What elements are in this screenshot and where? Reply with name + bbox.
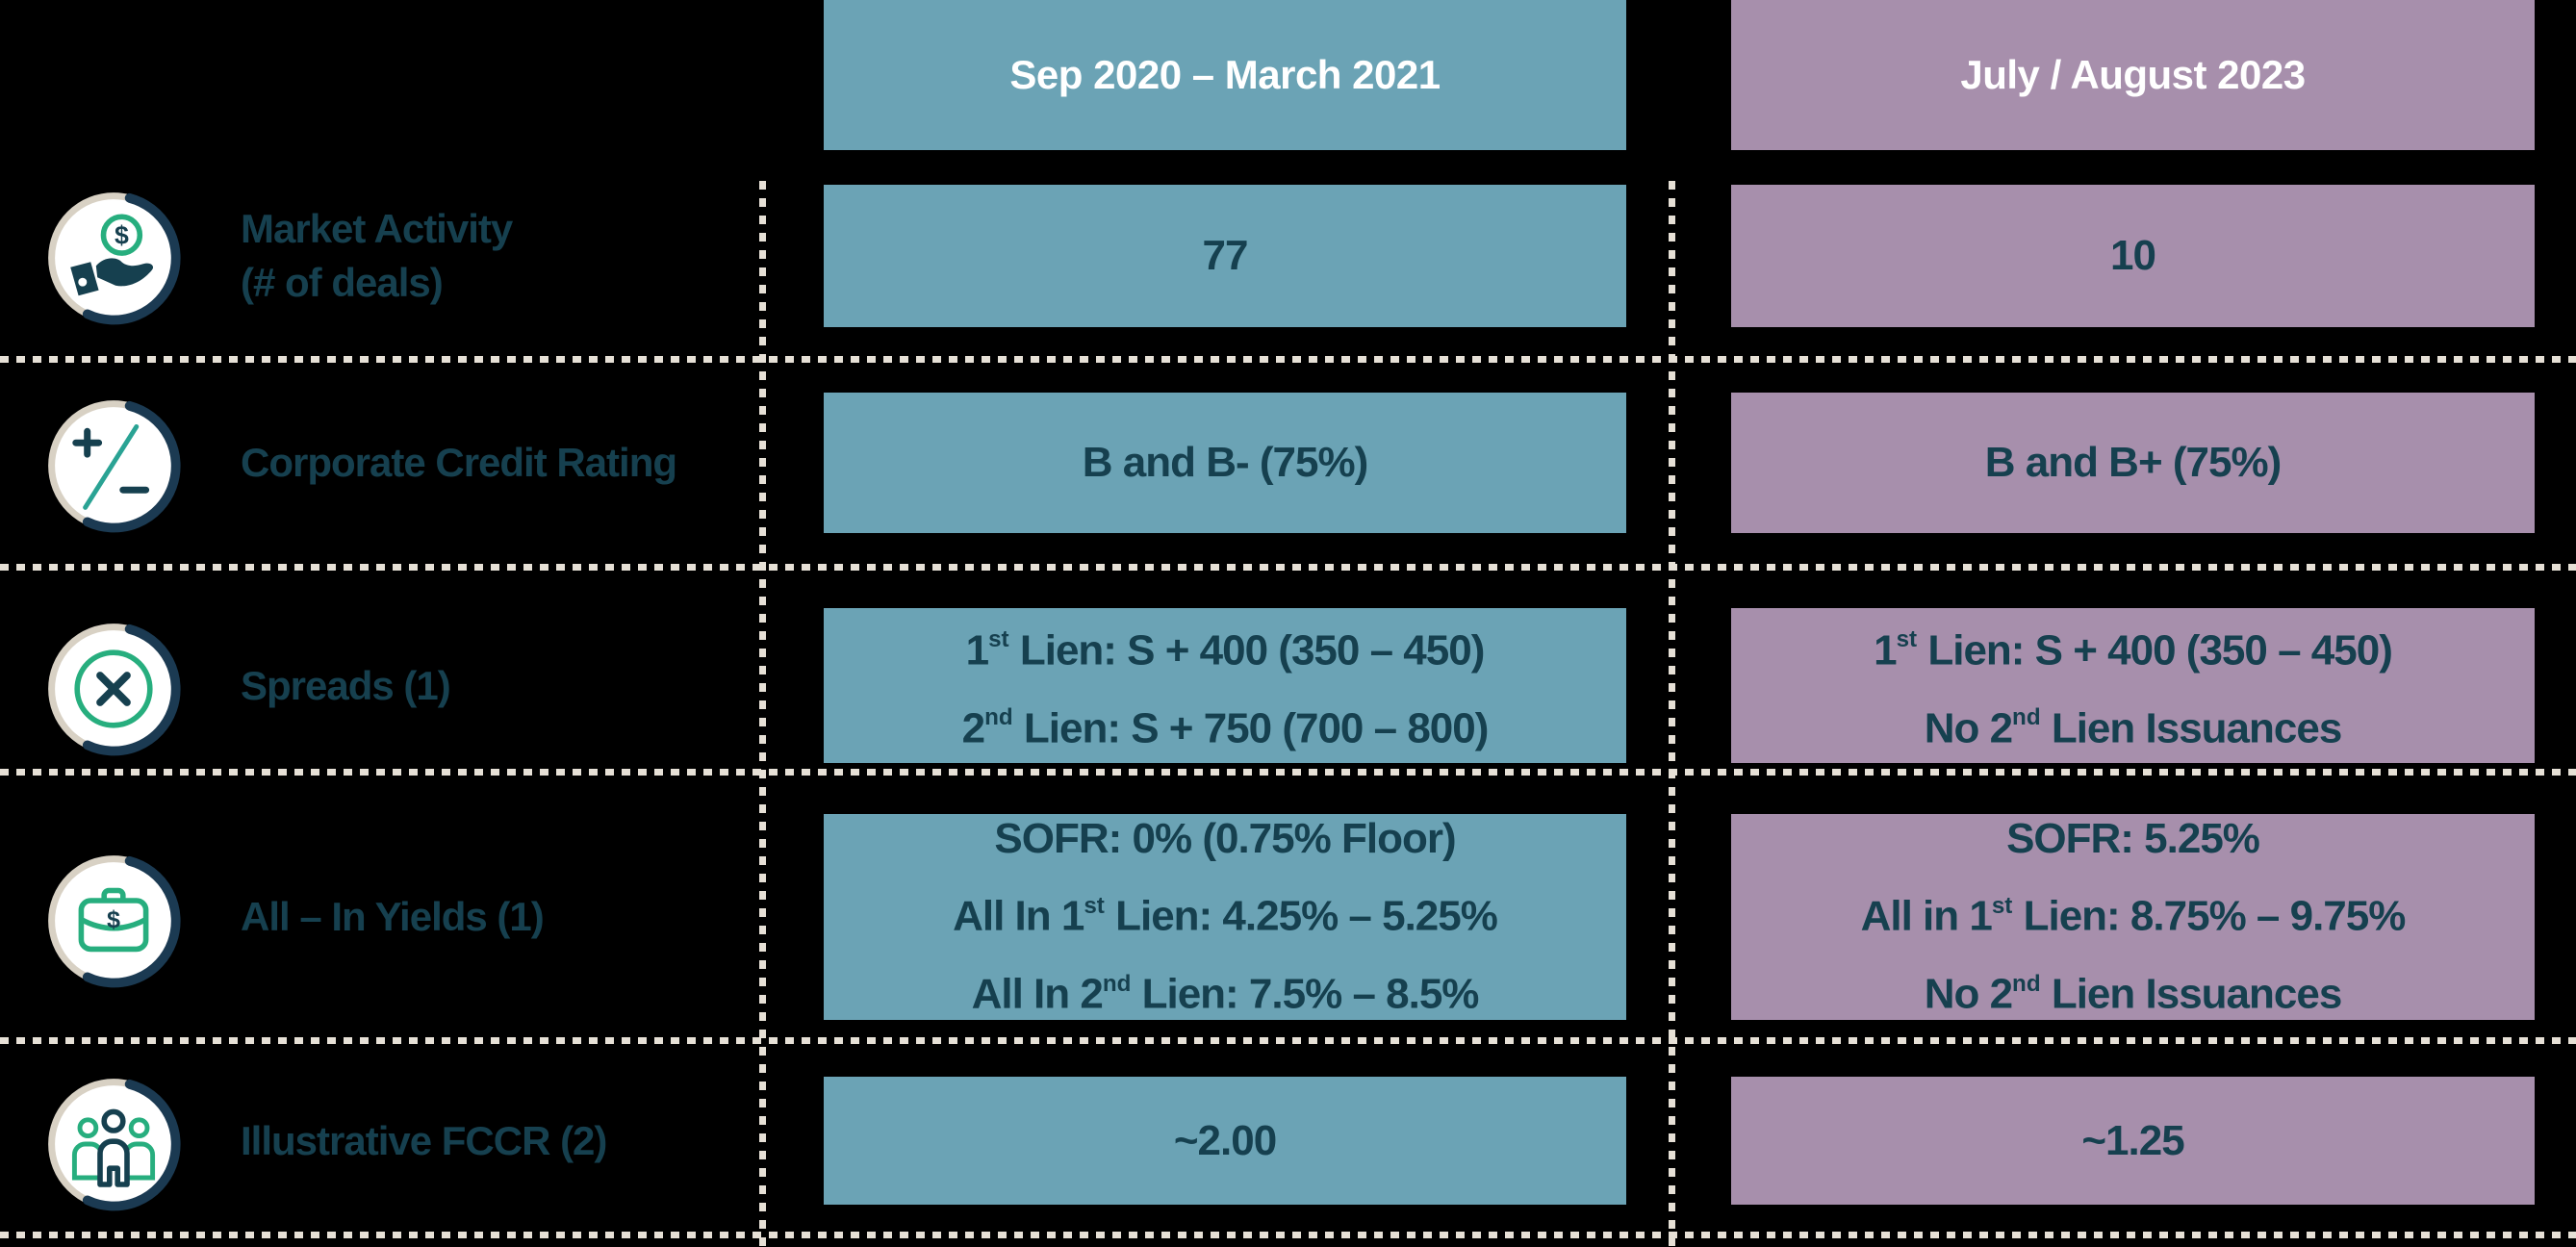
cell-spreads-period1: 1st Lien: S + 400 (350 – 450) 2nd Lien: S… [824, 608, 1626, 763]
cell-spreads-period2: 1st Lien: S + 400 (350 – 450) No 2nd Lien… [1731, 608, 2535, 763]
row-label-spreads: Spreads (1) [241, 662, 451, 708]
row-label-market-activity: Market Activity (# of deals) [241, 206, 513, 305]
coin-in-hand-icon: $ [46, 191, 181, 325]
cell-all-in-yields-period2: SOFR: 5.25% All in 1st Lien: 8.75% – 9.75… [1731, 814, 2535, 1020]
row-label-corporate-credit-rating: Corporate Credit Rating [241, 440, 677, 485]
row-divider [0, 564, 2576, 571]
people-group-icon [46, 1077, 181, 1211]
column-header-label: Sep 2020 – March 2021 [1009, 52, 1441, 97]
plus-minus-icon [46, 398, 181, 533]
svg-text:$: $ [115, 220, 129, 249]
cell-corporate-credit-rating-period1: B and B- (75%) [824, 393, 1626, 533]
row-label-all-in-yields: All – In Yields (1) [241, 894, 545, 939]
column-divider [759, 181, 766, 1247]
briefcase-dollar-icon: $ [46, 853, 181, 988]
svg-text:$: $ [107, 906, 120, 933]
cell-corporate-credit-rating-period2: B and B+ (75%) [1731, 393, 2535, 533]
column-header-period-1: Sep 2020 – March 2021 [824, 0, 1626, 150]
column-header-label: July / August 2023 [1960, 52, 2306, 97]
column-header-period-2: July / August 2023 [1731, 0, 2535, 150]
cell-all-in-yields-period1: SOFR: 0% (0.75% Floor) All In 1st Lien: 4… [824, 814, 1626, 1020]
row-divider [0, 1232, 2576, 1238]
row-divider [0, 769, 2576, 776]
x-circle-icon [46, 622, 181, 756]
cell-market-activity-period2: 10 [1731, 185, 2535, 327]
row-divider [0, 1037, 2576, 1044]
cell-market-activity-period1: 77 [824, 185, 1626, 327]
column-divider [1669, 181, 1675, 1247]
row-divider [0, 356, 2576, 363]
cell-illustrative-fccr-period1: ~2.00 [824, 1077, 1626, 1205]
row-label-illustrative-fccr: Illustrative FCCR (2) [241, 1117, 607, 1163]
cell-illustrative-fccr-period2: ~1.25 [1731, 1077, 2535, 1205]
